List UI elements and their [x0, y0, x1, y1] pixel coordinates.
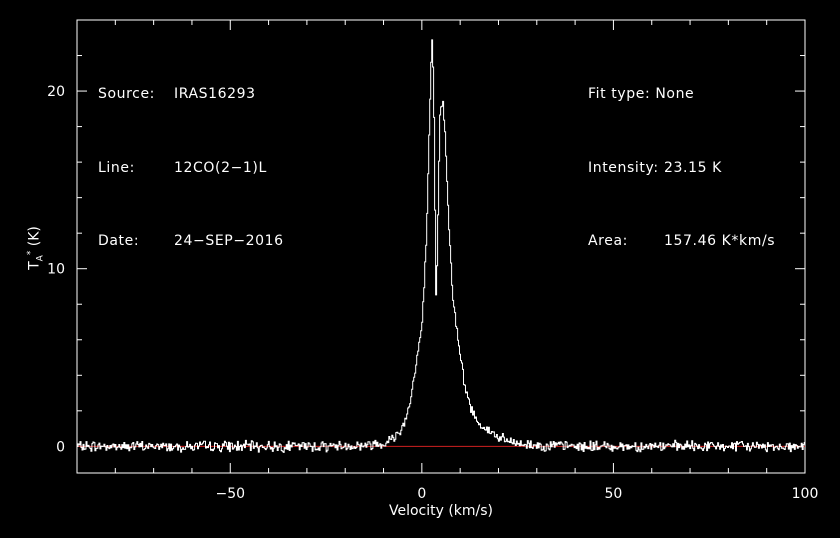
- x-axis-label: Velocity (km/s): [389, 503, 493, 519]
- area-value: 157.46 K*km/s: [664, 233, 776, 249]
- source-row: Source: IRAS16293: [98, 82, 284, 107]
- x-tick-label: 50: [605, 486, 623, 502]
- intensity-value: 23.15 K: [664, 159, 722, 176]
- spectrum-info-left: Source: IRAS16293 Line: 12CO(2−1)L Date: 24…: [98, 33, 284, 278]
- date-label: Date:: [98, 233, 140, 249]
- x-tick-label: 100: [792, 486, 819, 502]
- line-row: Line: 12CO(2−1)L: [98, 156, 284, 181]
- fit-type-row: Fit type: None: [588, 82, 775, 107]
- y-label-sub: A: [35, 255, 46, 262]
- fit-type-label: Fit type:: [588, 86, 651, 102]
- y-label-unit: (K): [26, 226, 43, 247]
- x-tick-label: 0: [417, 486, 426, 502]
- spectrum-info-right: Fit type: None Intensity: 23.15 K Area: 15…: [588, 33, 775, 278]
- source-value: IRAS16293: [174, 86, 256, 102]
- line-label: Line:: [98, 159, 135, 176]
- area-row: Area: 157.46 K*km/s: [588, 229, 775, 254]
- y-label-sup: *: [26, 250, 36, 256]
- source-label: Source:: [98, 86, 156, 102]
- x-tick-label: −50: [215, 486, 245, 502]
- fit-type-value: None: [655, 86, 695, 102]
- y-tick-label: 0: [56, 439, 65, 455]
- spectrum-line: [77, 39, 805, 453]
- date-value: 24−SEP−2016: [174, 233, 284, 249]
- y-axis-label: TA* (K): [26, 218, 50, 278]
- y-label-main: T: [26, 261, 43, 270]
- date-row: Date: 24−SEP−2016: [98, 229, 284, 254]
- intensity-row: Intensity: 23.15 K: [588, 156, 775, 181]
- y-tick-label: 10: [47, 262, 65, 278]
- plot-frame: [76, 19, 806, 474]
- line-value: 12CO(2−1)L: [174, 159, 267, 176]
- area-label: Area:: [588, 233, 628, 249]
- y-tick-label: 20: [47, 84, 65, 100]
- intensity-label: Intensity:: [588, 159, 659, 176]
